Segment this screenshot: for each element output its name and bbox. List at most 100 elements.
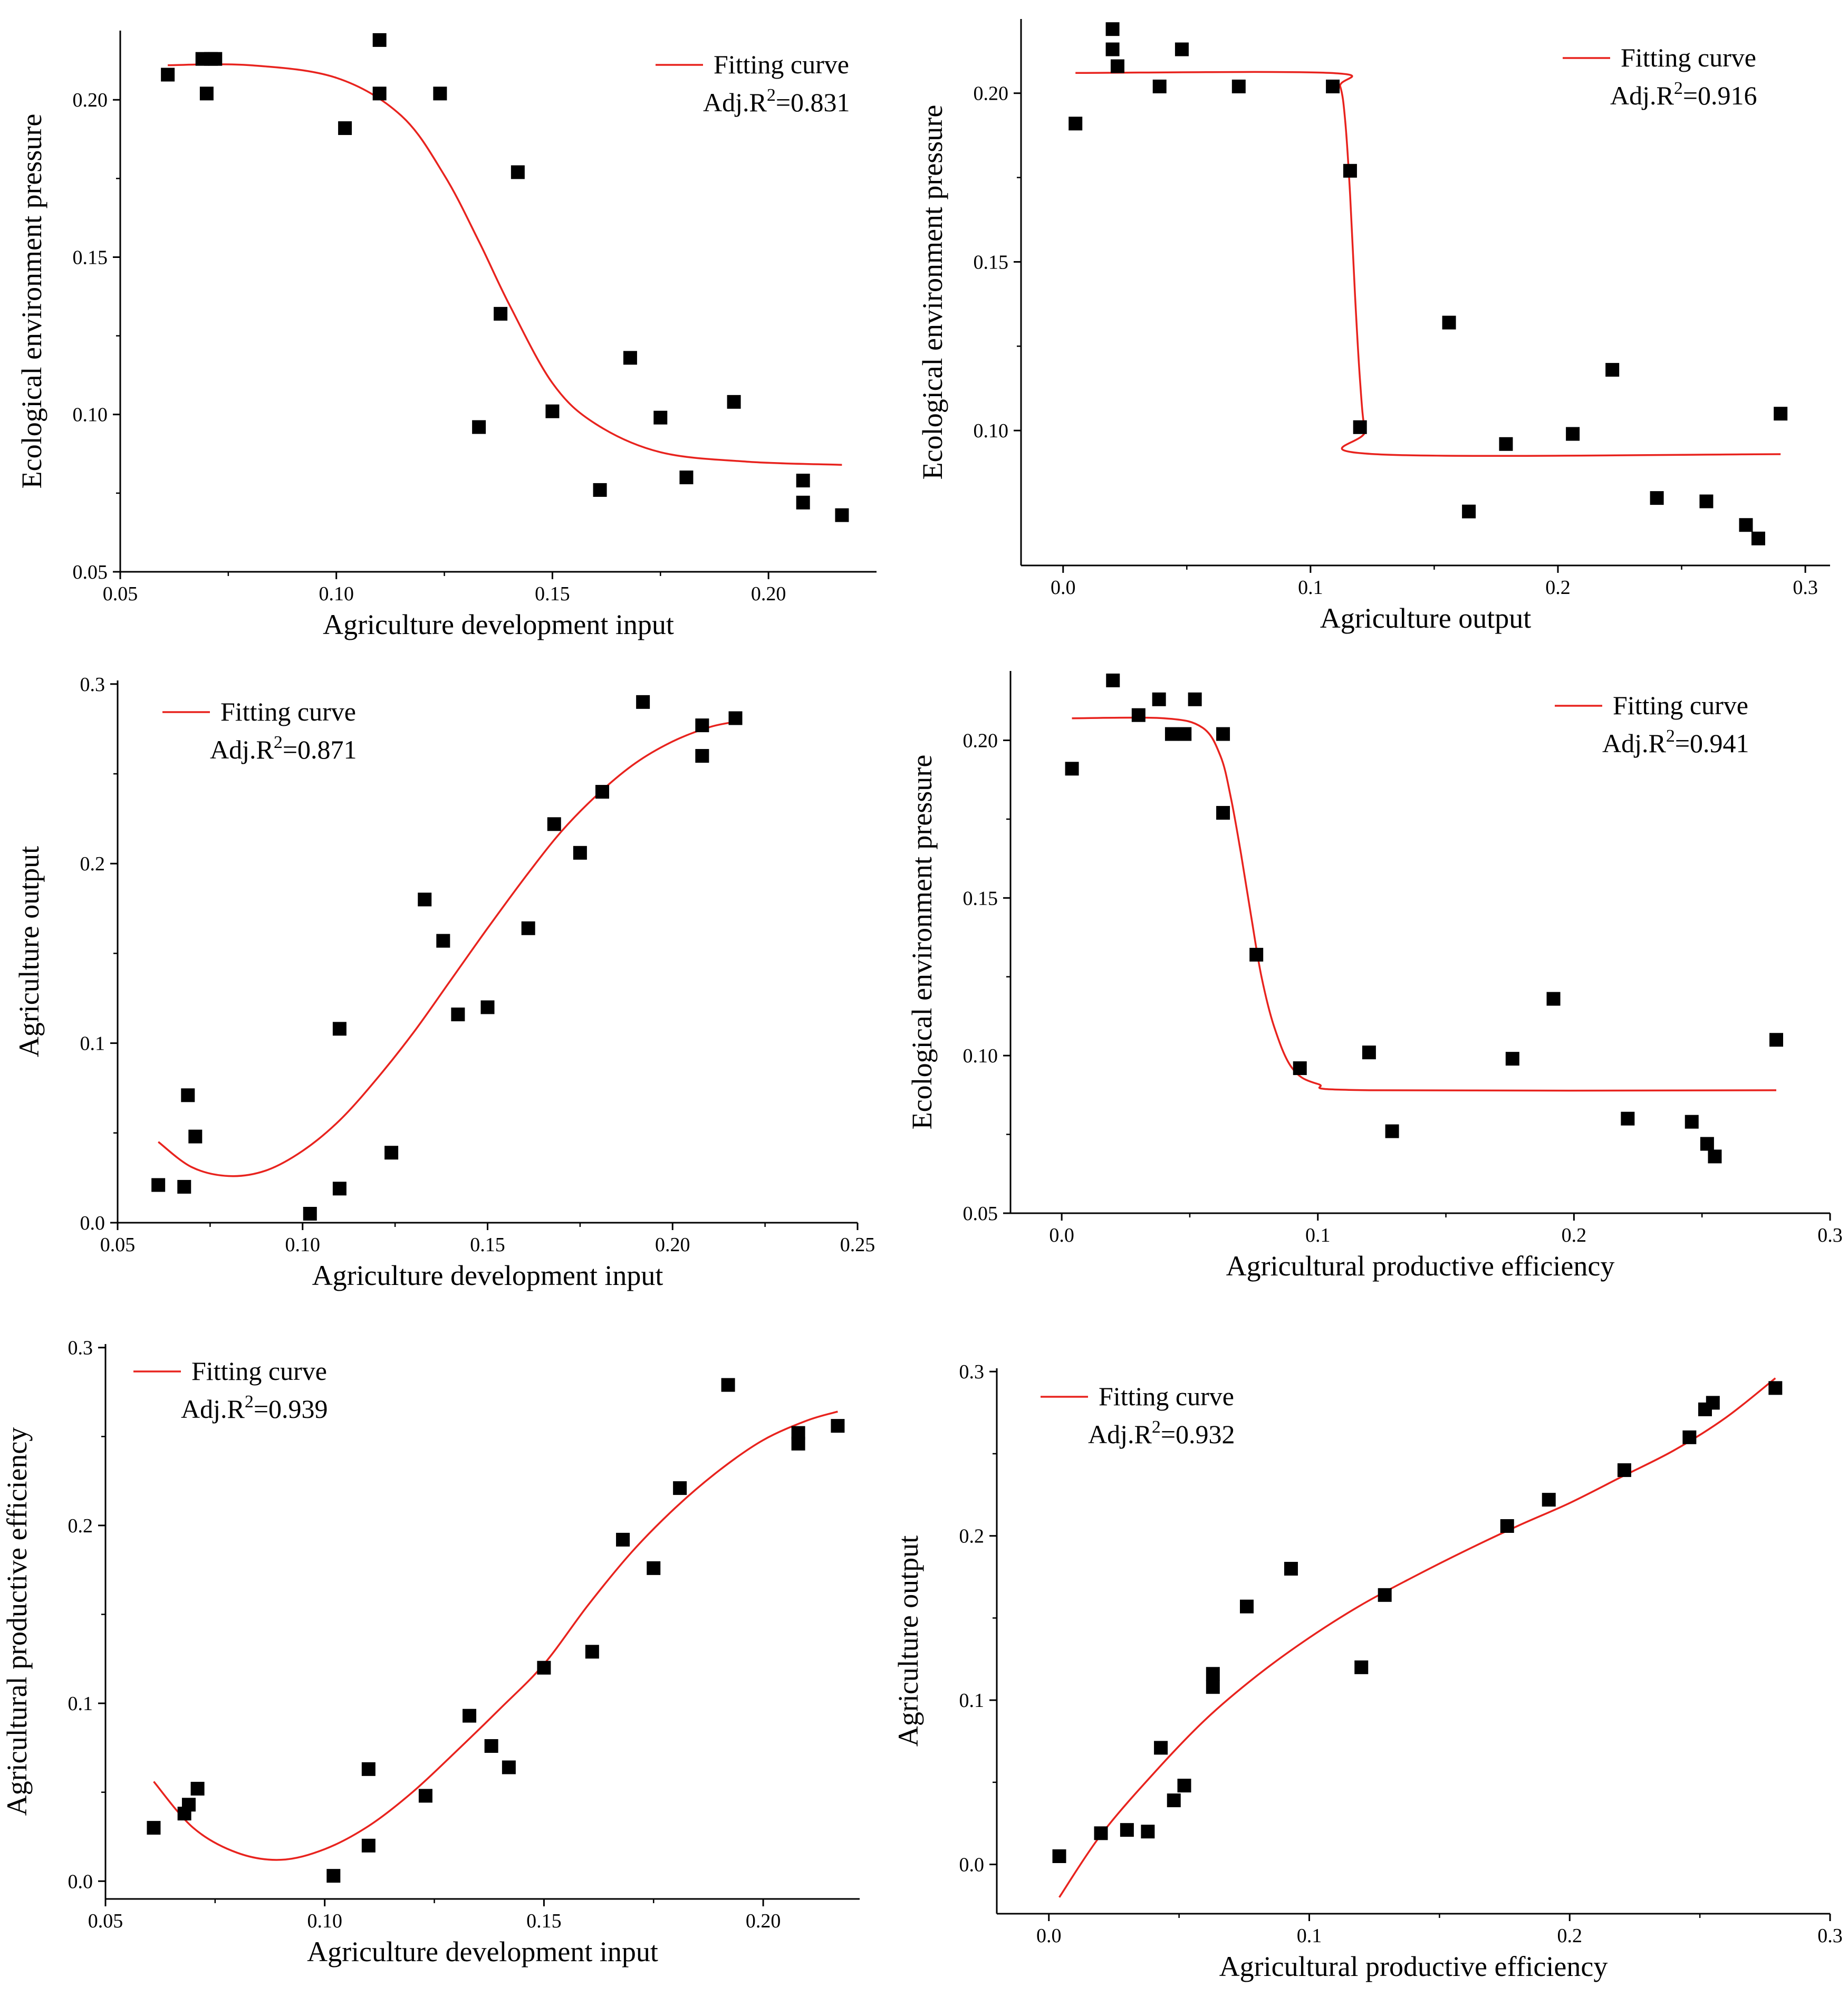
x-tick-label: 0.20 — [655, 1234, 690, 1256]
legend: Fitting curve Adj.R2=0.932 — [1041, 1381, 1235, 1449]
data-point — [1069, 117, 1083, 131]
x-tick-label: 0.2 — [1545, 577, 1571, 599]
data-point — [151, 1178, 166, 1192]
y-tick-label: 0.2 — [68, 1515, 93, 1537]
data-point — [433, 87, 447, 101]
chart-panel-top-left: 0.05 0.10 0.15 0.20 0.05 0.10 0.15 0.20 Agricult… — [16, 31, 877, 640]
data-point — [161, 68, 175, 82]
adj-r2-value: =0.939 — [254, 1394, 328, 1424]
adj-r2-value: =0.932 — [1161, 1419, 1235, 1449]
x-tick-label: 0.1 — [1298, 577, 1323, 599]
data-point — [384, 1146, 399, 1160]
data-point — [208, 52, 223, 66]
data-point — [511, 165, 525, 179]
legend: Fitting curve Adj.R2=0.941 — [1555, 690, 1749, 758]
data-point — [1131, 708, 1146, 722]
adj-r2-text: Adj.R2=0.871 — [210, 733, 357, 764]
x-tick-label: 0.2 — [1557, 1925, 1583, 1947]
x-tick-label: 0.15 — [526, 1910, 562, 1932]
fitting-curve-line — [1072, 716, 1777, 1092]
chart-panel-bottom-left: 0.05 0.10 0.15 0.20 0.0 0.1 0.2 0.3 Agriculture … — [1, 1337, 860, 1968]
fitting-curve-line — [158, 721, 736, 1177]
x-tick-label: 0.0 — [1049, 1224, 1074, 1246]
legend-label: Fitting curve — [1621, 43, 1756, 72]
x-tick-label: 0.10 — [319, 583, 354, 605]
adj-r2-prefix: Adj.R — [210, 735, 274, 764]
data-point — [616, 1532, 630, 1547]
data-point — [332, 1022, 346, 1036]
adj-r2-prefix: Adj.R — [1088, 1419, 1152, 1449]
legend: Fitting curve Adj.R2=0.916 — [1563, 43, 1757, 110]
data-point — [472, 420, 486, 434]
data-point — [1751, 531, 1765, 545]
legend-label: Fitting curve — [191, 1356, 327, 1386]
x-axis-label: Agriculture output — [1320, 602, 1531, 634]
data-point — [653, 410, 668, 425]
adj-r2-prefix: Adj.R — [1602, 728, 1667, 758]
data-point — [1385, 1124, 1399, 1138]
adj-r2-superscript: 2 — [767, 85, 776, 105]
y-tick-label: 0.3 — [68, 1337, 93, 1359]
y-tick-label: 0.3 — [80, 674, 105, 696]
y-tick-label: 0.0 — [959, 1854, 985, 1876]
data-point — [537, 1661, 551, 1675]
data-point — [796, 495, 810, 510]
y-tick-label: 0.2 — [959, 1525, 985, 1548]
data-point — [727, 395, 741, 409]
data-point — [372, 33, 387, 47]
data-point — [593, 483, 607, 497]
adj-r2-text: Adj.R2=0.831 — [703, 85, 850, 117]
data-point — [1206, 1680, 1220, 1694]
fitting-curve-line — [1058, 1377, 1776, 1898]
x-axis-label: Agricultural productive efficiency — [1226, 1250, 1615, 1282]
data-point — [480, 1000, 495, 1014]
data-point — [1708, 1149, 1722, 1164]
data-point — [190, 1781, 205, 1796]
data-point — [673, 1481, 687, 1495]
y-tick-label: 0.1 — [959, 1690, 985, 1712]
x-tick-label: 0.10 — [307, 1910, 342, 1932]
data-point — [1546, 992, 1561, 1006]
y-tick-label: 0.20 — [963, 730, 998, 752]
data-point — [372, 87, 387, 101]
data-point — [418, 1789, 432, 1803]
adj-r2-value: =0.871 — [283, 735, 357, 764]
x-axis-label: Agricultural productive efficiency — [1219, 1951, 1608, 1982]
data-point — [199, 87, 214, 101]
y-tick-label: 0.3 — [959, 1361, 985, 1383]
data-point — [1110, 59, 1124, 73]
data-point — [1188, 692, 1202, 706]
x-tick-label: 0.05 — [88, 1910, 123, 1932]
data-point — [1105, 42, 1120, 56]
x-tick-label: 0.0 — [1036, 1925, 1062, 1947]
data-point — [1106, 673, 1120, 687]
data-point — [1499, 437, 1513, 451]
data-point — [1774, 407, 1788, 421]
x-tick-label: 0.20 — [746, 1910, 781, 1932]
data-point — [1650, 491, 1664, 505]
data-point — [1178, 727, 1192, 741]
data-point — [181, 1088, 195, 1102]
x-tick-label: 0.0 — [1051, 577, 1076, 599]
data-point — [1699, 494, 1714, 508]
data-point — [547, 817, 561, 831]
data-point — [361, 1838, 376, 1853]
adj-r2-value: =0.831 — [776, 88, 850, 117]
chart-panel-middle-left: 0.05 0.10 0.15 0.20 0.25 0.0 0.1 0.2 0.3 Agricult… — [13, 674, 875, 1291]
data-point — [1605, 363, 1620, 377]
data-point — [1167, 1793, 1181, 1808]
data-point — [1706, 1396, 1720, 1410]
adj-r2-value: =0.916 — [1683, 81, 1757, 110]
data-point — [695, 748, 709, 763]
data-point — [636, 695, 650, 709]
data-point — [1052, 1849, 1066, 1863]
data-point — [188, 1129, 203, 1144]
adj-r2-superscript: 2 — [274, 733, 283, 752]
data-point — [1105, 22, 1120, 36]
data-point — [1354, 1660, 1369, 1674]
legend-label: Fitting curve — [1613, 690, 1748, 720]
data-point — [1326, 79, 1340, 93]
x-axis-label: Agriculture development input — [307, 1936, 658, 1968]
y-tick-label: 0.15 — [963, 887, 998, 909]
data-point — [721, 1378, 735, 1392]
